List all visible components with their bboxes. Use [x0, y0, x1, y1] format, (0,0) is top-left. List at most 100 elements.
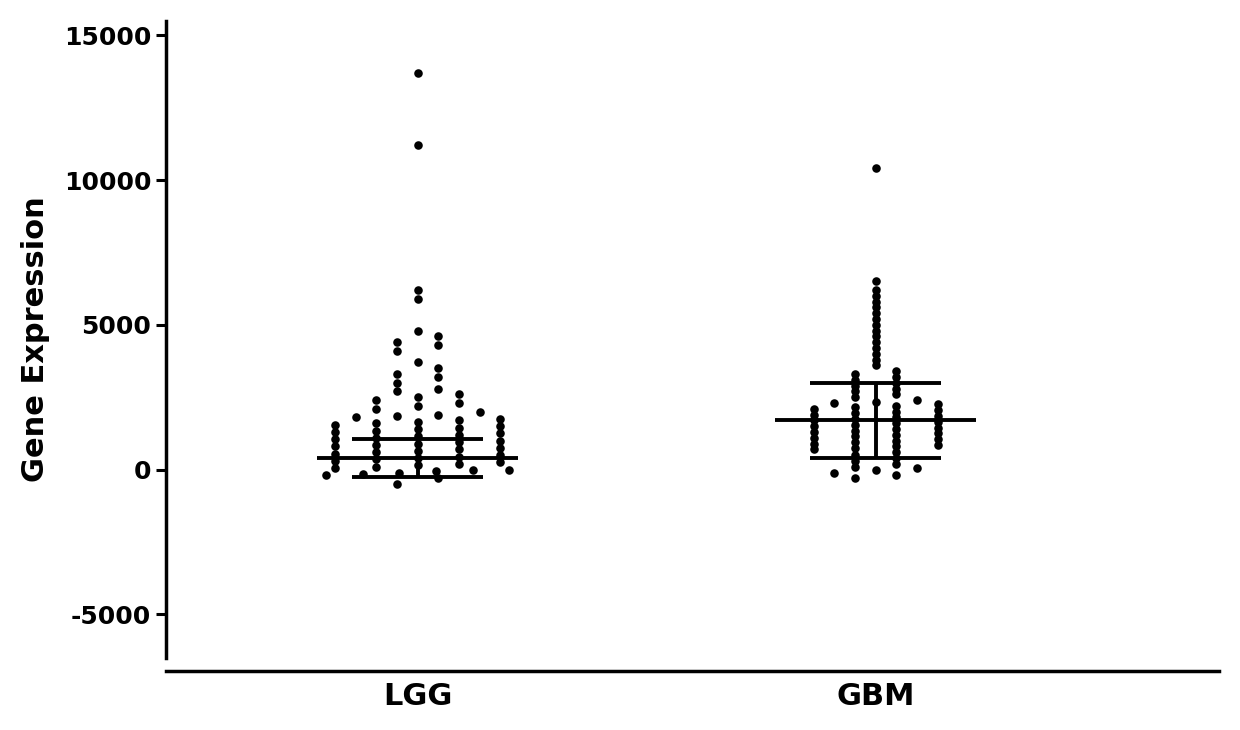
Point — [866, 163, 885, 174]
Point — [367, 425, 387, 437]
Point — [387, 478, 407, 490]
Point — [928, 422, 947, 434]
Point — [367, 447, 387, 458]
Point — [928, 404, 947, 416]
Point — [367, 439, 387, 451]
Point — [490, 435, 510, 447]
Point — [428, 371, 448, 383]
Point — [866, 348, 885, 360]
Point — [846, 385, 866, 397]
Point — [804, 420, 823, 432]
Point — [367, 453, 387, 465]
Point — [928, 410, 947, 422]
Point — [427, 465, 446, 477]
Point — [490, 420, 510, 432]
Point — [387, 345, 407, 357]
Point — [846, 407, 866, 419]
Point — [428, 383, 448, 394]
Point — [928, 434, 947, 445]
Point — [325, 426, 345, 438]
Point — [490, 456, 510, 468]
Point — [408, 357, 428, 369]
Point — [408, 438, 428, 450]
Point — [449, 437, 469, 448]
Point — [804, 415, 823, 426]
Point — [928, 428, 947, 439]
Point — [804, 403, 823, 415]
Point — [367, 394, 387, 406]
Point — [804, 426, 823, 438]
Point — [449, 429, 469, 441]
Point — [887, 435, 906, 447]
Point — [866, 331, 885, 342]
Point — [449, 444, 469, 456]
Point — [367, 403, 387, 415]
Point — [449, 450, 469, 462]
Point — [408, 452, 428, 464]
Point — [906, 462, 926, 474]
Point — [325, 462, 345, 474]
Point — [887, 441, 906, 453]
Point — [846, 442, 866, 454]
Point — [325, 419, 345, 431]
Point — [866, 276, 885, 288]
Point — [887, 469, 906, 481]
Point — [887, 429, 906, 441]
Point — [346, 412, 366, 423]
Point — [866, 337, 885, 348]
Point — [846, 431, 866, 442]
Point — [428, 409, 448, 420]
Point — [449, 415, 469, 426]
Point — [449, 458, 469, 469]
Point — [866, 307, 885, 319]
Point — [463, 464, 482, 475]
Point — [470, 406, 490, 418]
Point — [449, 388, 469, 400]
Point — [449, 422, 469, 434]
Point — [367, 432, 387, 444]
Point — [846, 449, 866, 461]
Point — [428, 331, 448, 342]
Point — [846, 419, 866, 431]
Point — [866, 464, 885, 475]
Point — [887, 400, 906, 412]
Point — [449, 397, 469, 409]
Point — [846, 391, 866, 403]
Point — [866, 313, 885, 325]
Point — [408, 416, 428, 428]
Point — [500, 464, 520, 475]
Point — [866, 354, 885, 366]
Point — [387, 377, 407, 388]
Point — [490, 428, 510, 439]
Point — [846, 437, 866, 448]
Point — [846, 461, 866, 472]
Point — [408, 391, 428, 403]
Point — [928, 439, 947, 451]
Y-axis label: Gene Expression: Gene Expression — [21, 196, 50, 483]
Point — [353, 468, 373, 480]
Point — [928, 416, 947, 428]
Point — [887, 365, 906, 377]
Point — [887, 452, 906, 464]
Point — [846, 413, 866, 425]
Point — [387, 385, 407, 397]
Point — [316, 469, 336, 481]
Point — [804, 409, 823, 420]
Point — [408, 293, 428, 304]
Point — [325, 455, 345, 466]
Point — [866, 360, 885, 372]
Point — [325, 434, 345, 445]
Point — [387, 337, 407, 348]
Point — [846, 380, 866, 391]
Point — [408, 139, 428, 151]
Point — [389, 466, 409, 478]
Point — [887, 447, 906, 458]
Point — [408, 459, 428, 471]
Point — [367, 461, 387, 472]
Point — [490, 449, 510, 461]
Point — [825, 397, 844, 409]
Point — [408, 67, 428, 79]
Point — [825, 466, 844, 478]
Point — [325, 441, 345, 453]
Point — [387, 368, 407, 380]
